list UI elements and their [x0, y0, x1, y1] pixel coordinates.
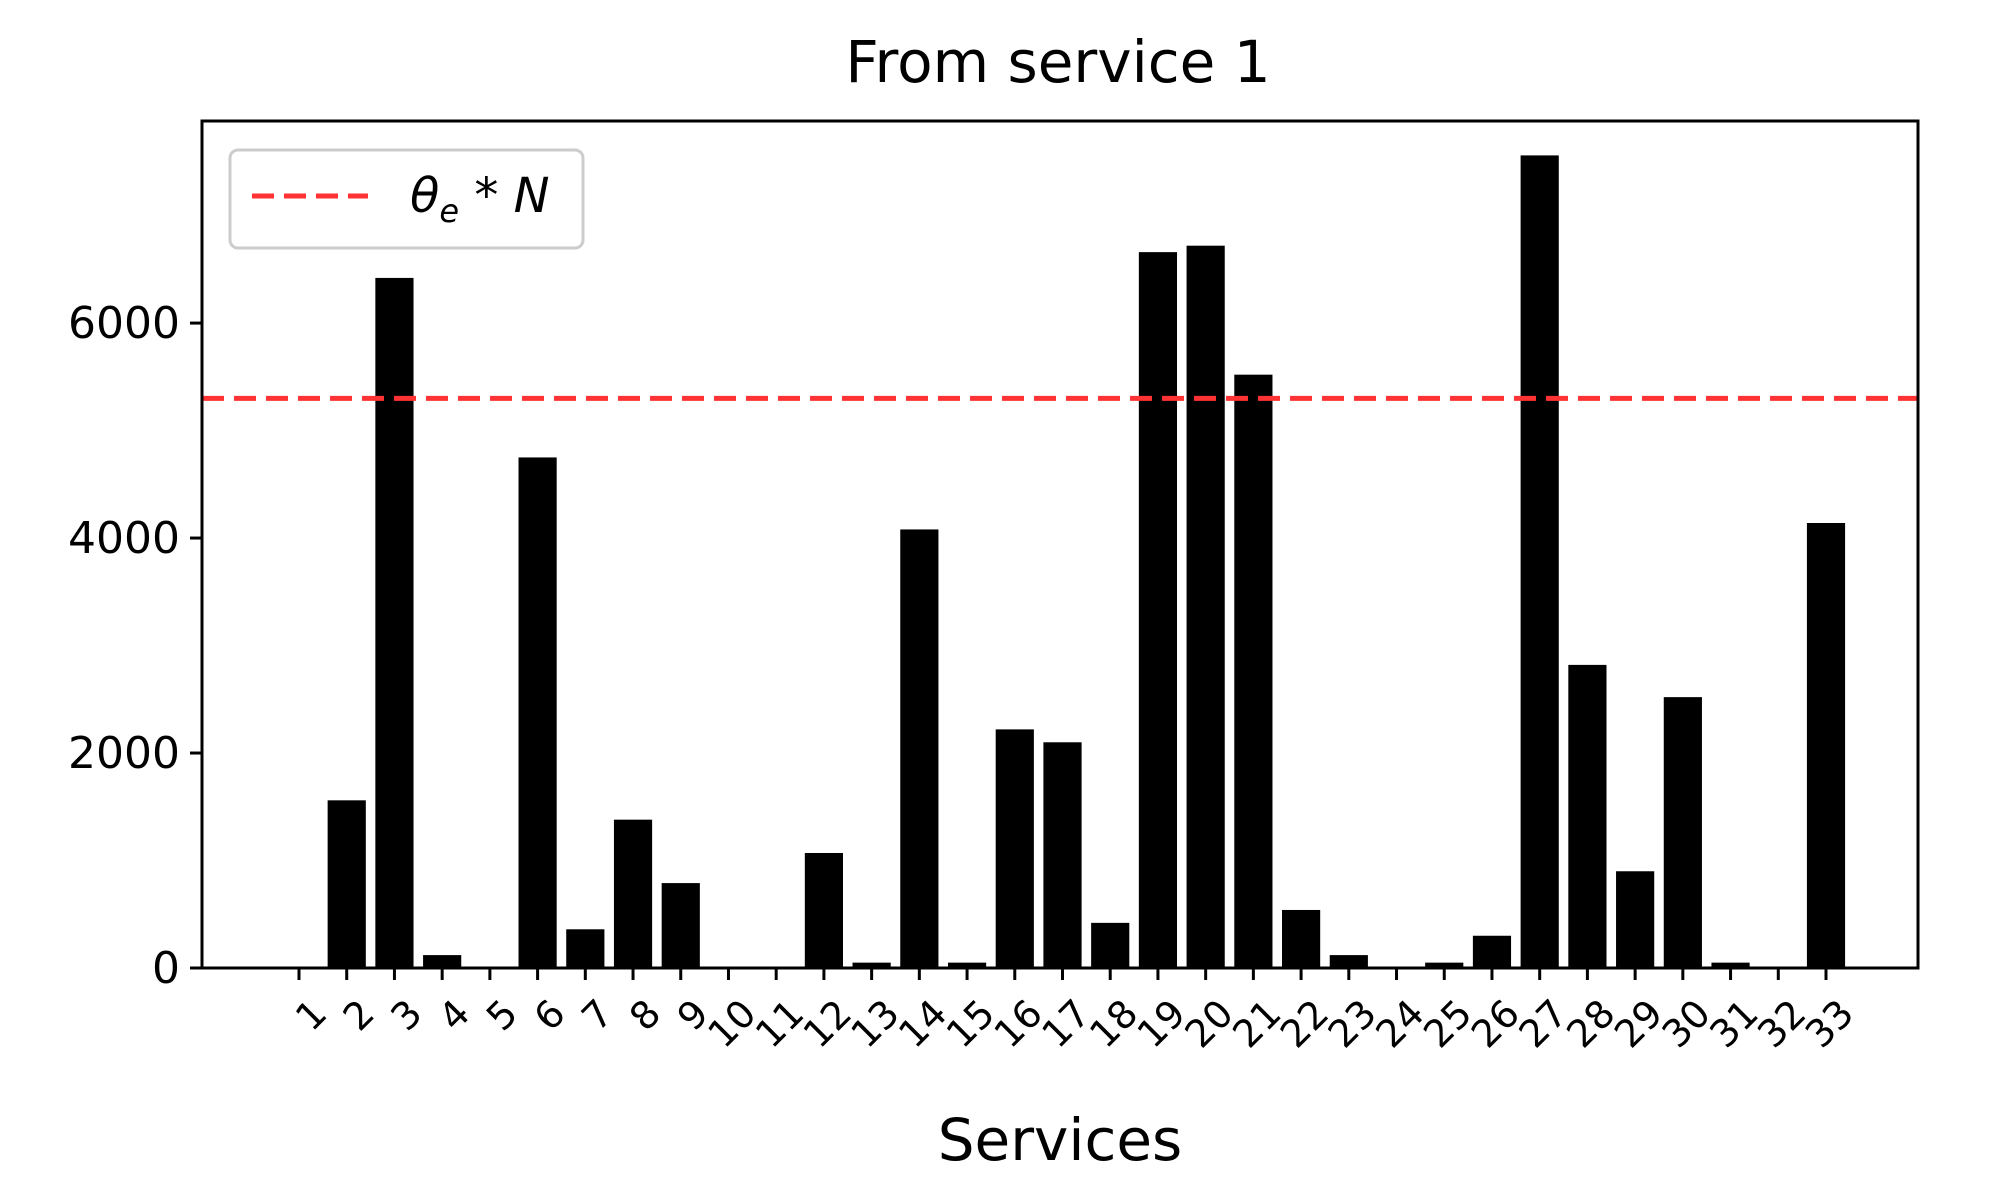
legend-label-subscript: e — [439, 192, 459, 230]
plot-area-frame — [200, 119, 1920, 970]
x-tick-label-33: 33 — [1797, 991, 1862, 1056]
bar-service-7 — [566, 929, 605, 968]
bar-service-30 — [1663, 697, 1702, 968]
bar-service-31 — [1711, 962, 1750, 968]
bar-service-23 — [1329, 955, 1368, 968]
y-tick-label-2000: 2000 — [68, 728, 180, 779]
x-tick-label-2: 2 — [335, 991, 383, 1039]
y-tick-label-0: 0 — [152, 943, 180, 994]
bar-service-20 — [1186, 245, 1225, 968]
legend-label-rest: * N — [459, 168, 549, 224]
x-tick-label-1: 1 — [287, 991, 335, 1039]
x-tick-label-8: 8 — [621, 991, 669, 1039]
x-tick-label-6: 6 — [526, 991, 574, 1039]
bar-service-15 — [947, 962, 987, 968]
legend-threshold-label: θe * N — [410, 168, 549, 230]
bar-service-29 — [1616, 871, 1655, 968]
bar-service-3 — [375, 277, 414, 968]
chart-title: From service 1 — [845, 28, 1270, 96]
bar-service-17 — [1043, 742, 1082, 968]
x-axis-label: Services — [938, 1106, 1183, 1174]
legend-box — [228, 148, 585, 250]
bar-service-2 — [327, 800, 366, 968]
y-axis: 0 2000 4000 6000 — [68, 298, 202, 994]
bar-service-27 — [1520, 155, 1559, 968]
y-tick-label-4000: 4000 — [68, 513, 180, 564]
bar-service-19 — [1138, 252, 1178, 968]
bar-service-13 — [852, 962, 891, 968]
bar-service-4 — [423, 955, 462, 968]
y-tick-label-6000: 6000 — [68, 298, 180, 349]
bar-service-8 — [613, 819, 653, 968]
bar-service-14 — [900, 529, 939, 968]
bar-service-18 — [1091, 922, 1130, 968]
bar-service-9 — [661, 883, 700, 968]
x-axis: 1 2 3 4 5 6 7 8 91011121314151617181920212223242… — [287, 968, 1862, 1056]
bar-service-26 — [1472, 935, 1512, 968]
bar-service-12 — [804, 852, 843, 968]
x-tick-label-3: 3 — [382, 991, 430, 1039]
bar-service-25 — [1425, 962, 1464, 968]
bar-service-22 — [1282, 909, 1321, 968]
x-tick-label-7: 7 — [573, 991, 621, 1039]
legend-label-theta: θ — [410, 168, 439, 224]
bar-service-21 — [1234, 374, 1273, 968]
legend: θe * N — [228, 148, 585, 250]
bars-layer — [327, 155, 1846, 968]
bar-service-6 — [518, 457, 557, 968]
bar-service-33 — [1806, 523, 1846, 968]
bar-service-28 — [1568, 664, 1607, 968]
bar-service-16 — [995, 729, 1034, 968]
x-tick-label-5: 5 — [478, 991, 526, 1039]
x-tick-label-4: 4 — [430, 991, 478, 1039]
